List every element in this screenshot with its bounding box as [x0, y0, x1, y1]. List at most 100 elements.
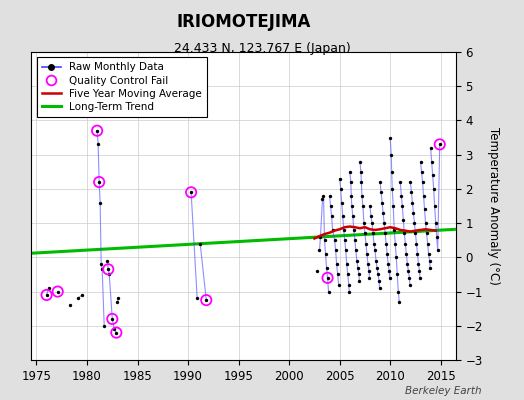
Point [423, 240, 432, 247]
Point [429, 172, 437, 178]
Point [320, 237, 329, 244]
Point [399, 216, 408, 223]
Point [372, 258, 380, 264]
Point [394, 288, 402, 295]
Point [433, 247, 442, 254]
Point [408, 199, 417, 206]
Point [427, 145, 435, 151]
Text: Berkeley Earth: Berkeley Earth [406, 386, 482, 396]
Point [421, 220, 430, 226]
Point [368, 220, 376, 226]
Point [380, 220, 388, 226]
Text: 24.433 N, 123.767 E (Japan): 24.433 N, 123.767 E (Japan) [173, 42, 351, 55]
Point [395, 299, 403, 305]
Point [112, 330, 121, 336]
Point [331, 247, 340, 254]
Point [388, 186, 396, 192]
Point [384, 261, 392, 267]
Point [385, 268, 394, 274]
Point [345, 288, 354, 295]
Point [425, 258, 434, 264]
Point [93, 128, 101, 134]
Point [435, 141, 444, 148]
Point [346, 168, 354, 175]
Point [422, 230, 431, 236]
Point [396, 179, 405, 185]
Point [383, 251, 391, 257]
Point [360, 220, 368, 226]
Point [108, 316, 116, 322]
Point [108, 316, 116, 322]
Point [411, 230, 420, 236]
Point [416, 158, 424, 165]
Point [42, 292, 51, 298]
Point [416, 275, 424, 281]
Point [393, 271, 401, 278]
Point [352, 247, 360, 254]
Point [386, 134, 395, 141]
Point [110, 326, 118, 332]
Point [100, 322, 108, 329]
Point [345, 282, 353, 288]
Y-axis label: Temperature Anomaly (°C): Temperature Anomaly (°C) [487, 127, 500, 285]
Point [363, 251, 371, 257]
Point [364, 261, 372, 267]
Point [202, 297, 211, 303]
Point [318, 196, 326, 202]
Point [97, 261, 105, 267]
Point [328, 213, 336, 220]
Point [401, 240, 410, 247]
Point [365, 275, 374, 281]
Point [193, 295, 201, 302]
Point [370, 240, 378, 247]
Point [337, 199, 346, 206]
Point [357, 179, 366, 185]
Point [377, 189, 385, 196]
Point [414, 261, 423, 267]
Point [358, 192, 366, 199]
Point [78, 292, 86, 298]
Point [112, 330, 121, 336]
Point [347, 192, 355, 199]
Point [343, 261, 351, 267]
Point [321, 251, 330, 257]
Point [196, 240, 204, 247]
Point [417, 168, 425, 175]
Point [371, 247, 379, 254]
Point [418, 179, 427, 185]
Point [359, 203, 367, 209]
Point [405, 275, 413, 281]
Point [431, 220, 440, 226]
Point [357, 168, 365, 175]
Point [98, 266, 106, 272]
Point [66, 302, 74, 308]
Point [96, 199, 104, 206]
Point [347, 203, 356, 209]
Point [397, 192, 406, 199]
Point [329, 227, 337, 233]
Point [387, 152, 396, 158]
Point [406, 179, 414, 185]
Point [105, 271, 114, 278]
Point [339, 213, 347, 220]
Point [390, 227, 398, 233]
Point [319, 192, 328, 199]
Point [95, 179, 103, 185]
Point [379, 210, 387, 216]
Point [388, 168, 396, 175]
Point [402, 251, 410, 257]
Point [432, 234, 441, 240]
Point [398, 203, 407, 209]
Point [342, 247, 350, 254]
Point [333, 271, 342, 278]
Point [426, 264, 434, 271]
Point [391, 240, 399, 247]
Point [42, 292, 51, 298]
Point [389, 203, 397, 209]
Point [355, 271, 363, 278]
Point [113, 299, 122, 305]
Point [326, 203, 335, 209]
Point [94, 141, 102, 148]
Point [406, 282, 414, 288]
Point [95, 179, 103, 185]
